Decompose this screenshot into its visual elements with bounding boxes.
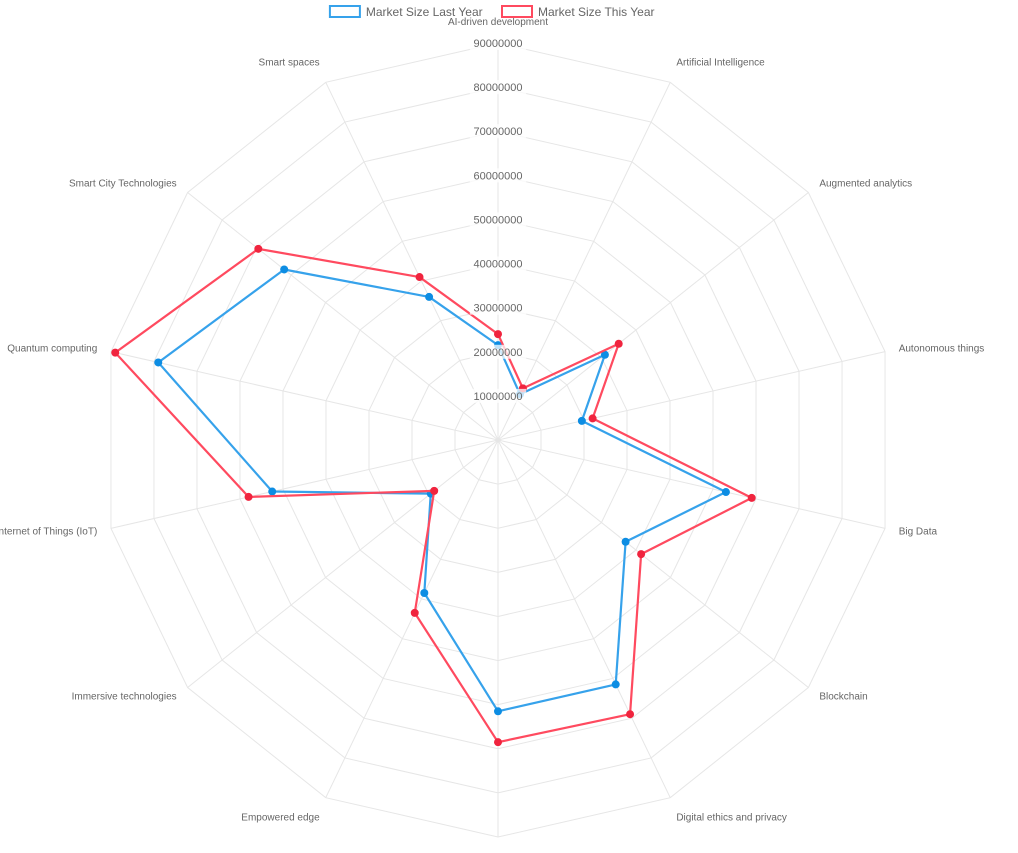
category-label: Autonomous things xyxy=(899,344,985,355)
tick-label: 30000000 xyxy=(469,300,527,315)
data-point[interactable] xyxy=(621,537,630,546)
grid-spoke xyxy=(187,192,499,441)
data-point[interactable] xyxy=(600,350,609,359)
radial-tick-labels: 10000000 20000000 30000000 40000000 50000000… xyxy=(469,36,527,403)
grid-spoke xyxy=(497,192,809,441)
category-label: Artificial Intelligence xyxy=(676,58,765,69)
data-point[interactable] xyxy=(111,348,120,357)
data-point[interactable] xyxy=(415,273,424,282)
tick-label: 20000000 xyxy=(469,344,527,359)
data-point[interactable] xyxy=(637,550,646,559)
tick-label: 80000000 xyxy=(469,80,527,95)
grid-spoke xyxy=(110,439,499,529)
category-label: AI-driven development xyxy=(448,17,548,28)
legend: Market Size Last Year Market Size This Ye… xyxy=(328,5,655,19)
data-point[interactable] xyxy=(420,589,429,598)
legend-item-0[interactable]: Market Size Last Year xyxy=(328,5,483,19)
tick-label: 10000000 xyxy=(469,388,527,403)
data-point[interactable] xyxy=(268,487,277,496)
grid-spoke xyxy=(497,82,671,441)
category-label: Smart City Technologies xyxy=(69,179,177,190)
legend-label: Market Size This Year xyxy=(538,5,655,19)
category-label: Digital ethics and privacy xyxy=(676,812,787,823)
data-point[interactable] xyxy=(494,330,502,339)
data-point[interactable] xyxy=(425,292,434,301)
svg-text:70000000: 70000000 xyxy=(474,126,523,138)
data-point[interactable] xyxy=(614,339,623,348)
svg-text:80000000: 80000000 xyxy=(474,82,523,94)
data-point[interactable] xyxy=(244,492,253,501)
data-point[interactable] xyxy=(280,265,289,274)
series-0 xyxy=(154,265,730,716)
grid-spoke xyxy=(187,439,499,688)
svg-text:30000000: 30000000 xyxy=(474,303,523,315)
series-1 xyxy=(111,244,756,747)
data-point[interactable] xyxy=(254,244,263,253)
category-labels: AI-driven development Artificial Intellig… xyxy=(0,17,985,823)
category-label: Empowered edge xyxy=(241,812,320,823)
category-label: Quantum computing xyxy=(7,344,97,355)
data-point[interactable] xyxy=(577,416,586,425)
legend-swatch xyxy=(501,5,533,18)
grid-spoke xyxy=(325,439,499,798)
data-point[interactable] xyxy=(721,488,730,497)
radar-grid xyxy=(110,42,886,838)
svg-text:60000000: 60000000 xyxy=(474,170,523,182)
category-label: Blockchain xyxy=(819,691,867,702)
radar-series xyxy=(111,244,756,747)
grid-spoke xyxy=(497,351,886,441)
legend-item-1[interactable]: Market Size This Year xyxy=(501,5,655,19)
data-point[interactable] xyxy=(494,707,502,716)
svg-text:20000000: 20000000 xyxy=(474,347,523,359)
svg-text:10000000: 10000000 xyxy=(474,391,523,403)
tick-label: 50000000 xyxy=(469,212,527,227)
category-label: Augmented analytics xyxy=(819,179,912,190)
grid-spoke xyxy=(497,439,886,529)
tick-label: 90000000 xyxy=(469,36,527,50)
data-point[interactable] xyxy=(747,493,756,502)
grid-spoke xyxy=(497,439,671,798)
tick-label: 40000000 xyxy=(469,256,527,271)
svg-text:90000000: 90000000 xyxy=(474,38,523,50)
category-label: Internet of Things (IoT) xyxy=(0,526,97,537)
data-point[interactable] xyxy=(626,710,635,719)
category-label: Immersive technologies xyxy=(72,691,177,702)
data-point[interactable] xyxy=(410,608,419,617)
legend-label: Market Size Last Year xyxy=(366,5,483,19)
data-point[interactable] xyxy=(588,414,597,423)
tick-label: 60000000 xyxy=(469,168,527,183)
svg-text:50000000: 50000000 xyxy=(474,214,523,226)
grid-spoke xyxy=(110,351,499,441)
tick-label: 70000000 xyxy=(469,124,527,139)
category-label: Big Data xyxy=(899,526,938,537)
category-label: Smart spaces xyxy=(259,58,320,69)
grid-spoke xyxy=(325,82,499,441)
data-point[interactable] xyxy=(154,358,163,367)
svg-text:40000000: 40000000 xyxy=(474,259,523,271)
data-point[interactable] xyxy=(494,738,502,747)
grid-spoke xyxy=(497,439,809,688)
data-point[interactable] xyxy=(611,680,620,689)
data-point[interactable] xyxy=(430,486,439,495)
legend-swatch xyxy=(328,5,361,18)
